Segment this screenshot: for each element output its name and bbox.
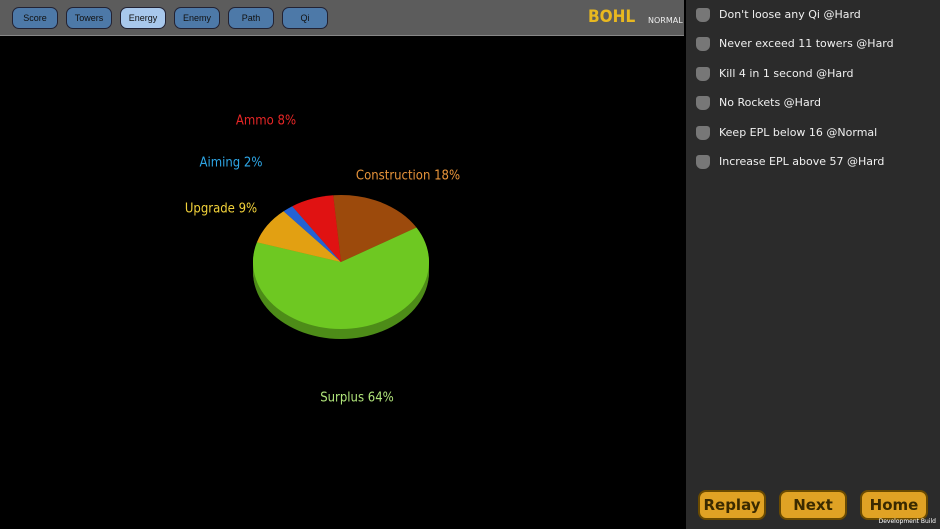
pie-chart: Construction 18% Surplus 64% Upgrade 9% Aim… (185, 114, 460, 406)
achievement-text: No Rockets @Hard (719, 96, 821, 110)
tab[interactable]: Score (12, 7, 58, 29)
pie-slice (333, 194, 417, 262)
tab[interactable]: Enemy (174, 7, 220, 29)
achievement-text: Never exceed 11 towers @Hard (719, 37, 894, 51)
player-name: BOHL (588, 7, 636, 27)
build-label: Development Build (878, 518, 936, 525)
button[interactable]: Home (860, 490, 928, 520)
pie-slice (256, 211, 341, 262)
achievement: No Rockets @Hard (696, 93, 821, 113)
side-panel: Don't loose any Qi @Hard Never exceed 11 … (686, 0, 940, 529)
achievement-text: Keep EPL below 16 @Normal (719, 125, 878, 139)
slice-label: Surplus 64% (320, 391, 394, 406)
slice-label: Aiming 2% (199, 156, 262, 171)
achievement-text: Don't loose any Qi @Hard (719, 8, 861, 21)
pie-slice (253, 227, 429, 329)
trophy-icon (696, 96, 710, 111)
achievement: Increase EPL above 57 @Hard (696, 152, 884, 172)
achievement: Keep EPL below 16 @Normal (696, 123, 877, 143)
difficulty: NORMAL (648, 16, 683, 25)
pie-slice (292, 195, 341, 262)
button[interactable]: Replay (698, 490, 766, 520)
achievement-text: Kill 4 in 1 second @Hard (719, 66, 854, 80)
button[interactable]: Next (779, 490, 847, 520)
top-bar: Score Towers Energy Enemy Path Qi BOHL NORMAL (0, 0, 684, 36)
trophy-icon (696, 155, 710, 169)
achievement-text: Increase EPL above 57 @Hard (719, 155, 885, 168)
tab[interactable]: Path (228, 7, 274, 29)
tab[interactable]: Qi (282, 7, 328, 29)
achievement: Don't loose any Qi @Hard (696, 5, 861, 25)
pie-slice (283, 206, 341, 262)
slice-label: Construction 18% (356, 169, 460, 184)
achievement: Kill 4 in 1 second @Hard (696, 64, 853, 84)
trophy-icon (696, 37, 710, 52)
achievement: Never exceed 11 towers @Hard (696, 34, 894, 54)
tab[interactable]: Towers (66, 7, 112, 29)
tab[interactable]: Energy (120, 7, 166, 29)
slice-label: Ammo 8% (236, 114, 296, 129)
trophy-icon (696, 8, 710, 22)
trophy-icon (696, 66, 710, 81)
trophy-icon (696, 125, 710, 140)
slice-label: Upgrade 9% (185, 202, 257, 217)
